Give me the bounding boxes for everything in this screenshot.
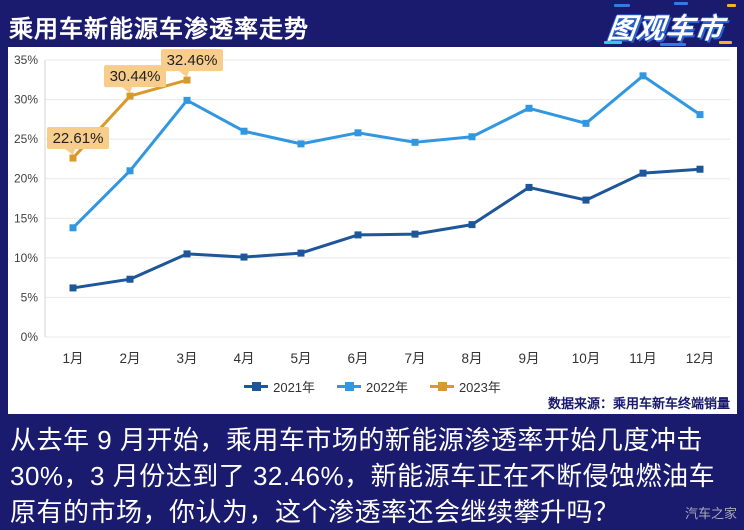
penetration-chart: 0% 5% 10% 15% 20% 25% 30% 35% 1月 2月 3月 4月 5月 6月 7月 8月 9月… xyxy=(14,49,730,366)
x-tick-label: 8月 xyxy=(461,351,482,366)
x-tick-label: 6月 xyxy=(347,351,368,366)
data-point xyxy=(240,253,248,261)
x-tick-label: 7月 xyxy=(404,351,425,366)
x-tick-label: 12月 xyxy=(686,351,715,366)
data-point xyxy=(411,230,419,238)
data-point xyxy=(183,76,191,84)
data-point xyxy=(240,127,248,135)
legend-marker-icon xyxy=(337,382,362,391)
x-axis-labels: 1月 2月 3月 4月 5月 6月 7月 8月 9月 10月 11月 12月 xyxy=(62,351,714,366)
legend-label: 2021年 xyxy=(273,380,316,395)
series-2021年 xyxy=(69,165,704,292)
x-tick-label: 5月 xyxy=(290,351,311,366)
y-tick-label: 30% xyxy=(14,93,38,107)
legend-item-2021年: 2021年 xyxy=(244,377,315,396)
data-label: 30.44% xyxy=(104,65,166,94)
series-2022年 xyxy=(69,72,704,232)
caption-text: 从去年 9 月开始，乘用车市场的新能源渗透率开始几度冲击 30%，3 月份达到了… xyxy=(10,425,716,527)
chart-panel: 0% 5% 10% 15% 20% 25% 30% 35% 1月 2月 3月 4月 5月 6月 7月 8月 9月… xyxy=(8,47,737,414)
legend-label: 2022年 xyxy=(366,380,408,395)
y-tick-label: 0% xyxy=(21,330,39,344)
series-line xyxy=(71,74,701,229)
data-point xyxy=(696,111,704,119)
data-point xyxy=(639,72,647,80)
data-point xyxy=(69,154,77,162)
svg-text:22.61%: 22.61% xyxy=(53,130,104,147)
data-point xyxy=(354,231,362,239)
data-source-note: 数据来源：乘用车新车终端销量 xyxy=(547,396,730,411)
y-tick-label: 35% xyxy=(14,53,38,67)
logo-accent-bar xyxy=(604,41,622,44)
svg-text:32.46%: 32.46% xyxy=(167,52,218,69)
data-point xyxy=(525,183,533,191)
legend-marker-icon xyxy=(429,382,454,391)
logo-accent-bar xyxy=(614,4,630,7)
data-point xyxy=(183,96,191,104)
y-tick-label: 10% xyxy=(14,251,38,265)
x-tick-label: 3月 xyxy=(176,351,197,366)
logo-accent-bar xyxy=(719,41,732,44)
data-point xyxy=(126,92,134,100)
y-tick-label: 20% xyxy=(14,172,38,186)
logo-accent-bar xyxy=(674,2,688,5)
header: 乘用车新能源车渗透率走势 图观车市 xyxy=(0,0,744,47)
data-point xyxy=(582,196,590,204)
svg-text:30.44%: 30.44% xyxy=(110,68,161,85)
data-point xyxy=(183,250,191,258)
legend-marker-icon xyxy=(244,382,269,391)
data-point xyxy=(297,140,305,148)
data-point xyxy=(354,129,362,137)
page-title: 乘用车新能源车渗透率走势 xyxy=(9,16,309,43)
logo-accent-bar xyxy=(727,4,736,7)
data-label: 32.46% xyxy=(161,49,223,78)
y-tick-label: 25% xyxy=(14,132,38,146)
series-line xyxy=(72,167,701,290)
legend-item-2023年: 2023年 xyxy=(429,377,501,396)
brand-logo: 图观车市 xyxy=(602,2,738,46)
data-point xyxy=(411,138,419,146)
data-point xyxy=(297,249,305,257)
x-tick-label: 4月 xyxy=(233,351,254,366)
watermark: 汽车之家 xyxy=(684,506,737,521)
gridlines: 0% 5% 10% 15% 20% 25% 30% 35% xyxy=(14,53,730,344)
x-tick-label: 10月 xyxy=(572,351,601,366)
data-point xyxy=(582,119,590,127)
data-point xyxy=(639,169,647,177)
y-tick-label: 15% xyxy=(14,211,38,225)
chart-legend: 2021年 2022年 2023年 xyxy=(8,377,737,396)
legend-label: 2023年 xyxy=(458,380,501,395)
data-point xyxy=(468,221,476,229)
data-label: 22.61% xyxy=(47,127,109,156)
data-point xyxy=(525,104,533,112)
data-point xyxy=(126,167,134,175)
legend-item-2022年: 2022年 xyxy=(337,377,408,396)
x-tick-label: 1月 xyxy=(62,351,83,366)
y-tick-label: 5% xyxy=(21,290,39,304)
data-point xyxy=(696,165,704,173)
x-tick-label: 2月 xyxy=(119,351,140,366)
x-tick-label: 11月 xyxy=(629,351,657,366)
data-point xyxy=(468,133,476,141)
series-2023年: 22.61% 30.44% 32.46% xyxy=(47,49,223,162)
logo-accent-bar xyxy=(660,43,686,46)
data-point xyxy=(69,284,77,292)
data-point xyxy=(69,224,77,232)
x-tick-label: 9月 xyxy=(518,351,539,366)
logo-text: 图观车市 xyxy=(605,13,726,44)
data-point xyxy=(126,275,134,283)
